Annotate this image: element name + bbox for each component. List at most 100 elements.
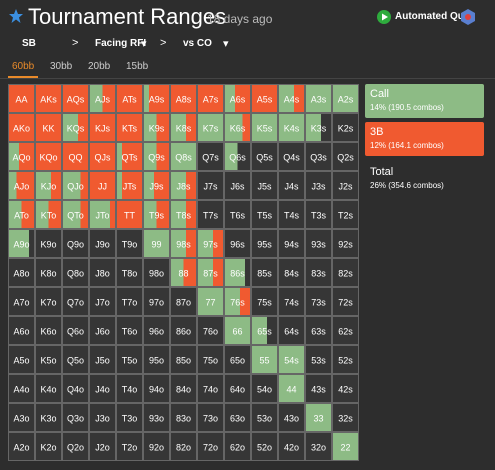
hand-cell[interactable] [332,113,359,142]
hand-cell[interactable] [62,258,89,287]
hand-cell[interactable] [89,287,116,316]
hand-cell[interactable] [224,432,251,461]
hand-cell[interactable] [62,374,89,403]
hand-cell[interactable] [332,345,359,374]
hand-cell[interactable] [35,229,62,258]
hand-cell[interactable] [278,287,305,316]
hand-cell[interactable] [8,403,35,432]
hand-cell[interactable] [197,171,224,200]
hand-cell[interactable] [116,258,143,287]
hand-cell[interactable] [332,171,359,200]
hand-cell[interactable] [224,374,251,403]
hand-cell[interactable] [305,229,332,258]
hand-cell[interactable] [278,229,305,258]
hand-cell[interactable] [170,287,197,316]
hand-cell[interactable] [8,287,35,316]
hand-cell[interactable] [332,403,359,432]
hand-cell[interactable] [89,403,116,432]
hand-cell[interactable] [116,403,143,432]
hand-cell[interactable] [116,374,143,403]
hand-cell[interactable] [89,432,116,461]
hand-cell[interactable] [116,316,143,345]
hand-cell[interactable] [278,142,305,171]
hand-cell[interactable] [143,374,170,403]
hand-cell[interactable] [116,432,143,461]
hand-cell[interactable] [278,403,305,432]
hand-cell[interactable] [278,316,305,345]
tab[interactable]: 30bb [50,61,73,72]
hand-cell[interactable] [251,258,278,287]
hand-cell[interactable] [170,316,197,345]
hand-cell[interactable] [35,374,62,403]
hand-cell[interactable] [89,345,116,374]
hand-cell[interactable] [332,258,359,287]
hand-cell[interactable] [305,432,332,461]
position-select[interactable]: SB [22,38,36,49]
hand-cell[interactable] [35,287,62,316]
quiz-icon[interactable] [460,8,476,26]
hand-cell[interactable] [143,432,170,461]
hand-cell[interactable] [197,432,224,461]
hand-cell[interactable] [143,316,170,345]
dropdown-arrow[interactable]: ▾ [223,38,229,50]
hand-cell[interactable] [278,171,305,200]
hand-cell[interactable] [305,345,332,374]
hand-cell[interactable] [62,229,89,258]
hand-cell[interactable] [278,258,305,287]
hand-cell[interactable] [35,316,62,345]
hand-cell[interactable] [8,374,35,403]
hand-cell[interactable] [197,374,224,403]
hand-cell[interactable] [305,287,332,316]
hand-cell[interactable] [143,287,170,316]
hand-cell[interactable] [62,403,89,432]
hand-cell[interactable] [35,345,62,374]
hand-cell[interactable] [251,229,278,258]
situation-select[interactable]: Facing RFI [95,38,147,49]
hand-cell[interactable] [89,374,116,403]
hand-cell[interactable] [305,374,332,403]
hand-cell[interactable] [224,200,251,229]
hand-cell[interactable] [197,345,224,374]
hand-cell[interactable] [332,316,359,345]
hand-cell[interactable] [170,345,197,374]
hand-cell[interactable] [305,316,332,345]
hand-cell[interactable] [224,403,251,432]
hand-cell[interactable] [251,171,278,200]
dropdown-arrow[interactable]: ▾ [141,38,147,50]
hand-cell[interactable] [278,200,305,229]
hand-cell[interactable] [62,345,89,374]
hand-cell[interactable] [35,403,62,432]
hand-cell[interactable] [305,200,332,229]
hand-cell[interactable] [251,142,278,171]
hand-cell[interactable] [305,171,332,200]
hand-cell[interactable] [197,200,224,229]
tab[interactable]: 20bb [88,61,111,72]
hand-cell[interactable] [278,432,305,461]
hand-cell[interactable] [89,316,116,345]
hand-cell[interactable] [170,403,197,432]
hand-cell[interactable] [197,403,224,432]
hand-cell[interactable] [62,316,89,345]
hand-cell[interactable] [89,258,116,287]
hand-cell[interactable] [170,374,197,403]
hand-cell[interactable] [143,345,170,374]
hand-cell[interactable] [332,142,359,171]
hand-cell[interactable] [116,287,143,316]
hand-cell[interactable] [8,258,35,287]
hand-cell[interactable] [116,345,143,374]
hand-cell[interactable] [224,345,251,374]
hand-cell[interactable] [332,229,359,258]
hand-cell[interactable] [62,432,89,461]
hand-cell[interactable] [8,345,35,374]
hand-cell[interactable] [251,403,278,432]
hand-cell[interactable] [197,316,224,345]
hand-cell[interactable] [251,374,278,403]
villain-select[interactable]: vs CO [183,38,212,49]
hand-cell[interactable] [251,200,278,229]
hand-cell[interactable] [143,258,170,287]
hand-cell[interactable] [332,200,359,229]
hand-cell[interactable] [143,403,170,432]
hand-cell[interactable] [332,287,359,316]
hand-cell[interactable] [224,229,251,258]
quiz-button[interactable]: Automated Quiz [395,11,472,22]
